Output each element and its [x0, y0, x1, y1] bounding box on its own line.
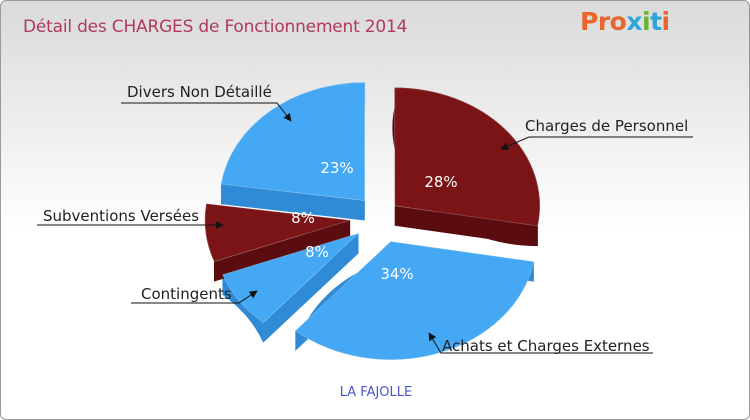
pie-tops — [204, 82, 541, 360]
logo-letter: i — [642, 7, 651, 36]
logo-letter: P — [580, 7, 598, 36]
slice-category-label: Achats et Charges Externes — [442, 337, 650, 355]
slice-category-label: Contingents — [141, 285, 232, 303]
slice-category-label: Charges de Personnel — [525, 117, 688, 135]
pie-slice[interactable] — [220, 82, 366, 201]
slice-value-label: 23% — [320, 159, 353, 177]
pie-slice-wall — [221, 184, 365, 221]
slice-value-label: 8% — [305, 243, 329, 261]
leader-line — [500, 136, 693, 150]
logo-letter: i — [661, 7, 671, 36]
pie-slice-wall — [263, 233, 359, 343]
slice-category-label: Divers Non Détaillé — [127, 83, 272, 101]
logo-letter: x — [626, 7, 642, 36]
leader-line — [131, 290, 258, 304]
pie-slice[interactable] — [394, 87, 541, 227]
pie-slice-wall — [394, 205, 538, 246]
chart-title: Détail des CHARGES de Fonctionnement 201… — [23, 17, 408, 37]
pie-slice[interactable] — [204, 203, 351, 263]
pie-slice[interactable] — [294, 241, 535, 360]
slice-value-label: 8% — [291, 209, 315, 227]
proxiti-logo: Proxiti — [580, 7, 670, 36]
logo-letter: r — [597, 7, 610, 36]
logo-letter: t — [650, 7, 662, 36]
slice-value-label: 34% — [380, 265, 413, 283]
slice-category-label: Subventions Versées — [43, 207, 199, 225]
leader-line — [428, 332, 653, 354]
leader-line — [121, 102, 292, 122]
slice-value-label: 28% — [424, 173, 457, 191]
logo-letter: o — [609, 7, 627, 36]
pie-slice[interactable] — [222, 233, 359, 323]
commune-name: LA FAJOLLE — [339, 385, 413, 400]
